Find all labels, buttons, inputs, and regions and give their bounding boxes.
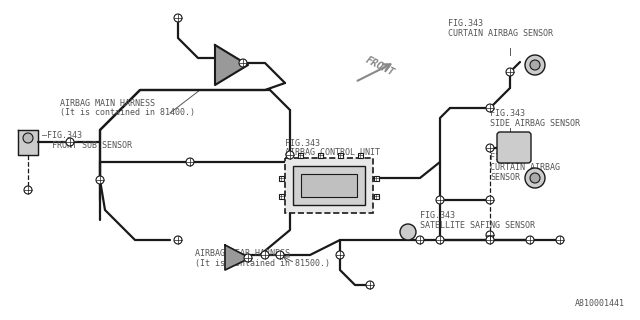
Circle shape <box>66 138 74 146</box>
Text: AIRBAG MAIN HARNESS: AIRBAG MAIN HARNESS <box>60 99 155 108</box>
Circle shape <box>556 236 564 244</box>
Text: (It is contained in 81400.): (It is contained in 81400.) <box>60 108 195 117</box>
Bar <box>317 153 323 157</box>
Text: SATELLITE SAFING SENSOR: SATELLITE SAFING SENSOR <box>420 221 535 230</box>
Text: AIRBAG REAR HARNESS: AIRBAG REAR HARNESS <box>195 249 290 258</box>
Circle shape <box>525 55 545 75</box>
Polygon shape <box>18 130 38 155</box>
Circle shape <box>486 196 494 204</box>
FancyBboxPatch shape <box>497 132 531 163</box>
Bar <box>374 175 378 180</box>
Circle shape <box>486 231 494 239</box>
Circle shape <box>261 251 269 259</box>
Text: (It is contained in 81500.): (It is contained in 81500.) <box>195 259 330 268</box>
Circle shape <box>530 60 540 70</box>
Circle shape <box>436 236 444 244</box>
Text: FRONT: FRONT <box>364 54 396 77</box>
Circle shape <box>96 176 104 184</box>
Bar <box>293 166 365 205</box>
Circle shape <box>400 224 416 240</box>
Bar <box>278 175 284 180</box>
Circle shape <box>24 186 32 194</box>
Bar <box>337 153 342 157</box>
Circle shape <box>336 251 344 259</box>
Bar <box>285 158 373 213</box>
Circle shape <box>239 59 247 67</box>
Text: AIRBAG CONTROL UNIT: AIRBAG CONTROL UNIT <box>285 148 380 157</box>
Bar <box>301 174 357 197</box>
Circle shape <box>486 144 494 152</box>
Circle shape <box>366 281 374 289</box>
Polygon shape <box>215 45 248 85</box>
Text: CURTAIN AIRBAG: CURTAIN AIRBAG <box>490 163 560 172</box>
Circle shape <box>506 68 514 76</box>
Circle shape <box>530 173 540 183</box>
Text: —FIG.343: —FIG.343 <box>42 131 82 140</box>
Text: SENSOR: SENSOR <box>490 173 520 182</box>
Circle shape <box>486 236 494 244</box>
Polygon shape <box>225 245 250 270</box>
Text: FIG.343: FIG.343 <box>285 139 320 148</box>
Circle shape <box>436 196 444 204</box>
Bar <box>358 153 362 157</box>
Bar <box>278 194 284 198</box>
Text: FIG.343: FIG.343 <box>448 19 483 28</box>
Circle shape <box>525 168 545 188</box>
Circle shape <box>486 104 494 112</box>
Circle shape <box>23 133 33 143</box>
Circle shape <box>526 236 534 244</box>
Text: FIG.343: FIG.343 <box>490 153 525 162</box>
Circle shape <box>416 236 424 244</box>
Circle shape <box>174 14 182 22</box>
Text: FIG.343: FIG.343 <box>490 109 525 118</box>
Circle shape <box>174 236 182 244</box>
Circle shape <box>276 251 284 259</box>
Bar <box>374 194 378 198</box>
Text: FRONT SUB SENSOR: FRONT SUB SENSOR <box>42 140 132 149</box>
Text: CURTAIN AIRBAG SENSOR: CURTAIN AIRBAG SENSOR <box>448 29 553 38</box>
Text: FIG.343: FIG.343 <box>420 211 455 220</box>
Circle shape <box>286 151 294 159</box>
Bar <box>298 153 303 157</box>
Circle shape <box>244 254 252 262</box>
Text: SIDE AIRBAG SENSOR: SIDE AIRBAG SENSOR <box>490 119 580 128</box>
Circle shape <box>186 158 194 166</box>
Text: A810001441: A810001441 <box>575 299 625 308</box>
